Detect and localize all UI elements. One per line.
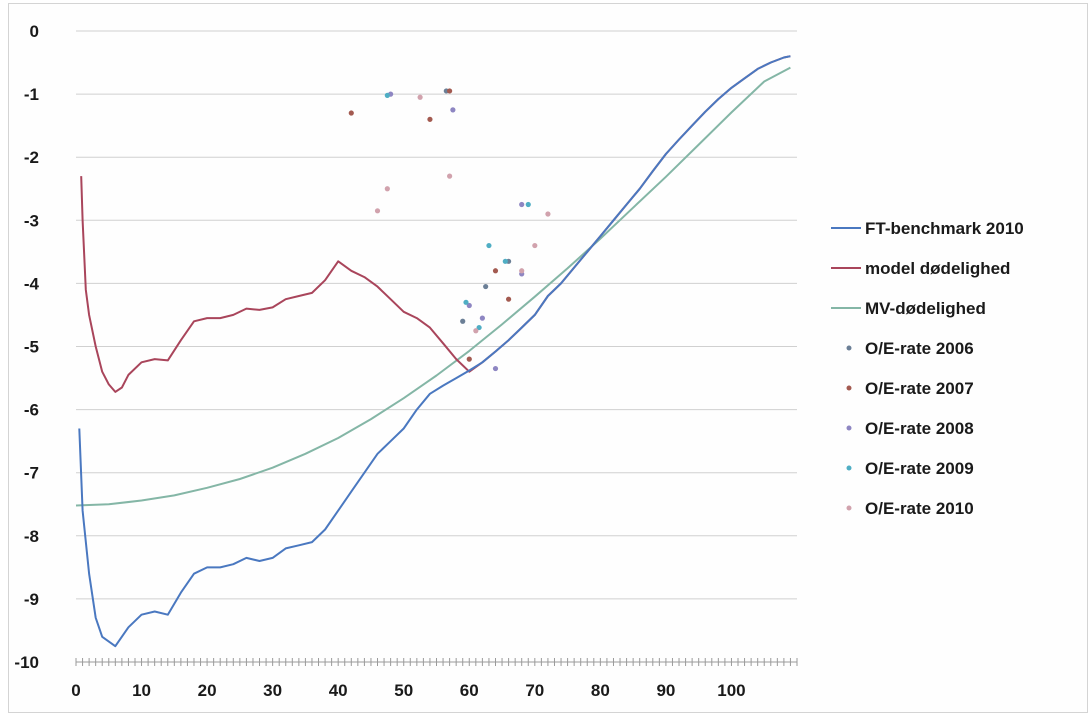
y-tick-label: -7 [24,464,39,483]
series-line-0 [78,55,791,648]
x-tick-label: 30 [263,681,282,700]
y-tick-label: -9 [24,590,39,609]
y-tick-label: -2 [24,148,39,167]
scatter-point [447,173,453,179]
x-tick-label: 80 [591,681,610,700]
plot-area [75,55,791,648]
legend-label: O/E-rate 2006 [865,339,974,358]
x-tick-label: 20 [198,681,217,700]
scatter-point [427,116,433,122]
legend-label: O/E-rate 2010 [865,499,974,518]
scatter-point [519,201,525,208]
legend-label: O/E-rate 2009 [865,459,974,478]
y-axis: 0 -1 -2 -3 -4 -5 -6 -7 -8 -9 -10 [14,22,39,672]
chart-frame: 0 -1 -2 -3 -4 -5 -6 -7 -8 -9 -10 0 10 20 30 40 50 60 70 80… [8,3,1088,713]
scatter-point [483,283,489,290]
scatter-point [486,242,492,249]
legend-marker-swatch [846,425,852,431]
scatter-point [417,94,423,100]
scatter-point [463,299,469,305]
y-tick-label: -3 [24,211,39,230]
legend-marker-swatch [846,465,852,471]
scatter-point [466,302,472,309]
scatter-point [450,107,456,113]
chart: 0 -1 -2 -3 -4 -5 -6 -7 -8 -9 -10 0 10 20 30 40 50 60 70 80… [14,22,1024,700]
scatter-point [384,186,390,192]
scatter-point [479,315,485,321]
scatter-point [492,268,499,274]
x-tick-label: 70 [525,681,544,700]
x-tick-label: 40 [329,681,348,700]
y-tick-label: -8 [24,527,39,546]
series-line-1 [80,55,791,393]
legend-label: MV-dødelighed [865,299,986,318]
y-tick-label: -10 [14,653,39,672]
legend-label: O/E-rate 2007 [865,379,974,398]
series-line-2 [75,66,791,507]
scatter-point [502,258,508,264]
y-tick-label: -5 [24,338,39,357]
scatter-point [492,365,499,372]
legend-label: model dødelighed [865,259,1010,278]
x-tick-label: 100 [717,681,745,700]
y-tick-label: -6 [24,401,39,420]
scatter-point [447,88,453,94]
x-tick-label: 60 [460,681,479,700]
scatter-point [374,208,381,214]
scatter-point [506,296,512,302]
x-tick-label: 10 [132,681,151,700]
scatter-point [384,92,390,98]
scatter-point [525,201,531,208]
y-tick-label: 0 [30,22,39,41]
x-axis [75,658,798,666]
x-tick-label: 90 [656,681,675,700]
scatter-point [460,318,466,324]
x-tick-label: 50 [394,681,413,700]
y-tick-label: -4 [24,274,40,293]
scatter-point [532,242,538,249]
scatter-point [473,328,479,334]
x-axis-labels: 0 10 20 30 40 50 60 70 80 90 100 [71,681,745,700]
gridlines [76,30,797,600]
y-tick-label: -1 [24,85,39,104]
legend-marker-swatch [846,385,852,391]
legend-label: O/E-rate 2008 [865,419,974,438]
legend: FT-benchmark 2010 model dødelighed MV-døde… [831,219,1024,518]
scatter-point [519,268,525,274]
scatter-point [476,324,482,331]
x-tick-label: 0 [71,681,80,700]
legend-marker-swatch [846,345,852,351]
legend-marker-swatch [846,505,852,511]
scatter-point [545,211,551,217]
scatter-point [348,110,354,116]
legend-label: FT-benchmark 2010 [865,219,1024,238]
scatter-point [466,356,472,362]
